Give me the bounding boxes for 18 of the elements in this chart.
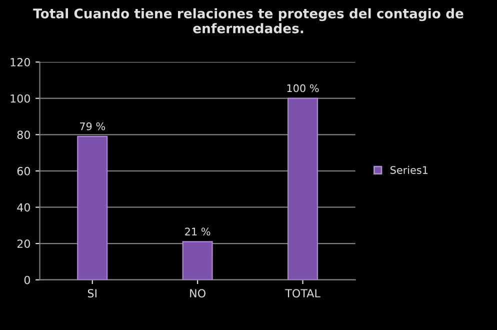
data-label: 21 % (185, 228, 210, 236)
y-tick-label: 60 (17, 166, 30, 176)
y-tick-label: 40 (17, 203, 30, 212)
data-label: 79 % (80, 122, 106, 130)
y-tick-label: 20 (17, 240, 30, 248)
x-tick-label: NO (190, 289, 206, 298)
y-tick-label: 0 (24, 276, 30, 284)
bar (287, 98, 318, 280)
legend-label: Series1 (390, 166, 428, 174)
y-tick-label: 80 (17, 130, 30, 140)
x-tick-label: TOTAL (285, 289, 320, 298)
x-tick-label: SI (88, 289, 96, 298)
bar (182, 241, 213, 280)
bar (77, 136, 108, 280)
chart-title: Total Cuando tiene relaciones te proteges del contagio de enfermedades. (33, 8, 464, 34)
data-label: 100 % (287, 84, 319, 92)
y-tick-label: 100 (10, 94, 30, 103)
y-tick-label: 120 (10, 58, 30, 66)
